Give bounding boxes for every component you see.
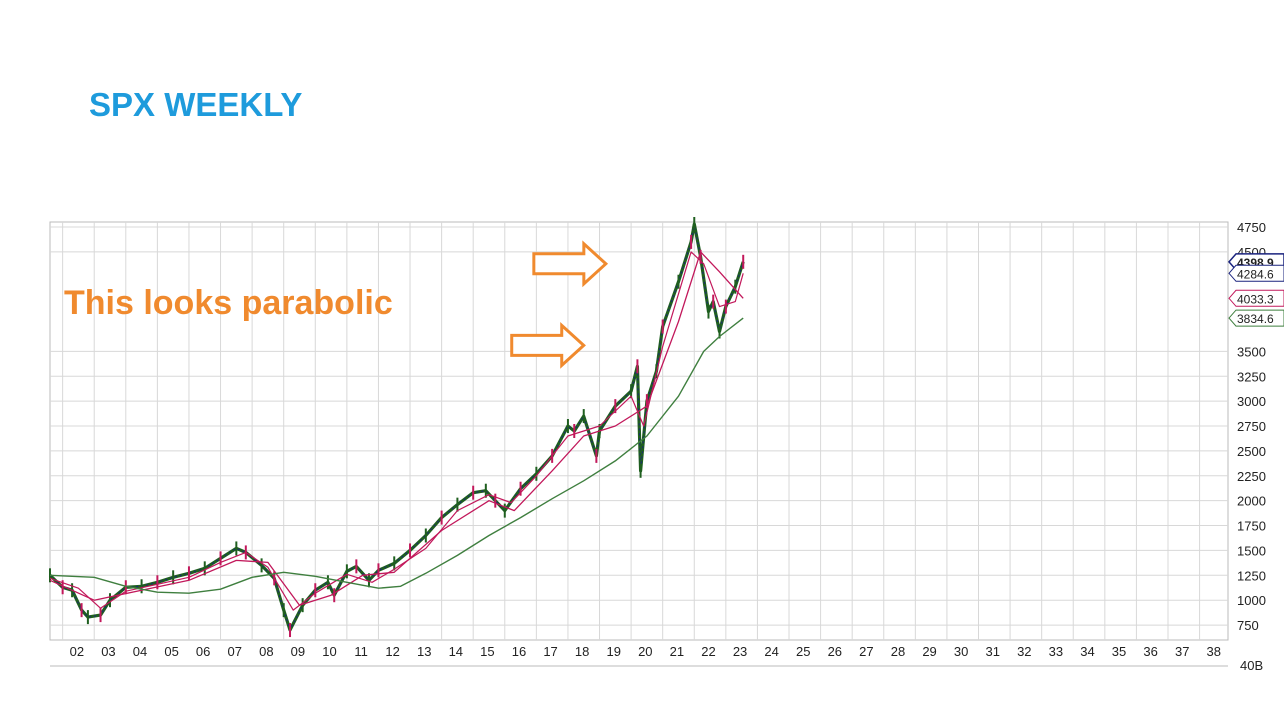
x-tick-label: 04 (133, 644, 147, 659)
x-tick-label: 02 (70, 644, 84, 659)
series-ma-mid (49, 251, 744, 606)
y-tick-label: 3250 (1237, 369, 1266, 384)
y-tick-label: 2750 (1237, 419, 1266, 434)
last-value-text: 3834.6 (1237, 312, 1274, 326)
last-value-text: 4033.3 (1237, 292, 1274, 306)
last-value-box (1228, 289, 1284, 307)
x-tick-label: 12 (385, 644, 399, 659)
x-tick-label: 20 (638, 644, 652, 659)
chart-arrows (510, 240, 609, 369)
x-tick-label: 13 (417, 644, 431, 659)
x-tick-label: 34 (1080, 644, 1094, 659)
y-tick-label: 1000 (1237, 593, 1266, 608)
x-tick-label: 26 (828, 644, 842, 659)
arrow-right-icon (510, 322, 586, 369)
y-tick-label: 1750 (1237, 519, 1266, 534)
x-tick-label: 18 (575, 644, 589, 659)
x-tick-label: 31 (985, 644, 999, 659)
x-tick-label: 28 (891, 644, 905, 659)
series-ma-long (49, 317, 744, 594)
volume-label: 40B (1240, 658, 1263, 673)
x-tick-label: 03 (101, 644, 115, 659)
page-title: SPX WEEKLY (89, 86, 303, 123)
x-tick-label: 35 (1112, 644, 1126, 659)
y-tick-label: 750 (1237, 618, 1259, 633)
x-tick-label: 16 (512, 644, 526, 659)
x-tick-label: 14 (449, 644, 463, 659)
x-tick-label: 32 (1017, 644, 1031, 659)
y-tick-label: 3500 (1237, 344, 1266, 359)
y-tick-label: 2500 (1237, 444, 1266, 459)
series-price-accent (49, 223, 744, 631)
y-tick-label: 1500 (1237, 543, 1266, 558)
x-tick-label: 09 (291, 644, 305, 659)
y-tick-label: 3000 (1237, 394, 1266, 409)
arrow-right-icon (532, 240, 609, 288)
x-tick-label: 22 (701, 644, 715, 659)
x-tick-label: 27 (859, 644, 873, 659)
x-tick-label: 21 (670, 644, 684, 659)
x-tick-label: 29 (922, 644, 936, 659)
last-value-label-ma-short: 4284.6 (1228, 264, 1284, 282)
last-value-text: 4284.6 (1237, 267, 1274, 281)
x-tick-label: 30 (954, 644, 968, 659)
last-value-label-ma-mid: 4033.3 (1228, 289, 1284, 307)
x-tick-label: 11 (354, 644, 368, 659)
x-tick-label: 07 (228, 644, 242, 659)
y-tick-label: 4750 (1237, 220, 1266, 235)
y-tick-label: 2250 (1237, 469, 1266, 484)
y-tick-label: 1250 (1237, 568, 1266, 583)
parabolic-annotation: This looks parabolic (64, 284, 393, 322)
last-value-label-ma-long: 3834.6 (1228, 309, 1284, 327)
x-tick-label: 33 (1049, 644, 1063, 659)
series-ma-short (49, 251, 744, 611)
x-tick-label: 23 (733, 644, 747, 659)
x-tick-label: 38 (1207, 644, 1221, 659)
last-value-box (1228, 309, 1284, 327)
x-tick-label: 25 (796, 644, 810, 659)
chart-series (48, 216, 745, 638)
x-tick-label: 05 (164, 644, 178, 659)
chart-axes: 02 03 04 05 06 07 08 09 10 11 12 13 14 15 16 17 18 19 20 21… (50, 220, 1266, 673)
y-tick-label: 2000 (1237, 494, 1266, 509)
x-tick-label: 19 (607, 644, 621, 659)
x-tick-label: 08 (259, 644, 273, 659)
x-tick-label: 24 (764, 644, 778, 659)
x-tick-label: 15 (480, 644, 494, 659)
x-tick-label: 37 (1175, 644, 1189, 659)
x-tick-label: 06 (196, 644, 210, 659)
x-tick-label: 17 (543, 644, 557, 659)
x-tick-label: 10 (322, 644, 336, 659)
x-tick-label: 36 (1143, 644, 1157, 659)
last-value-box (1228, 264, 1284, 282)
